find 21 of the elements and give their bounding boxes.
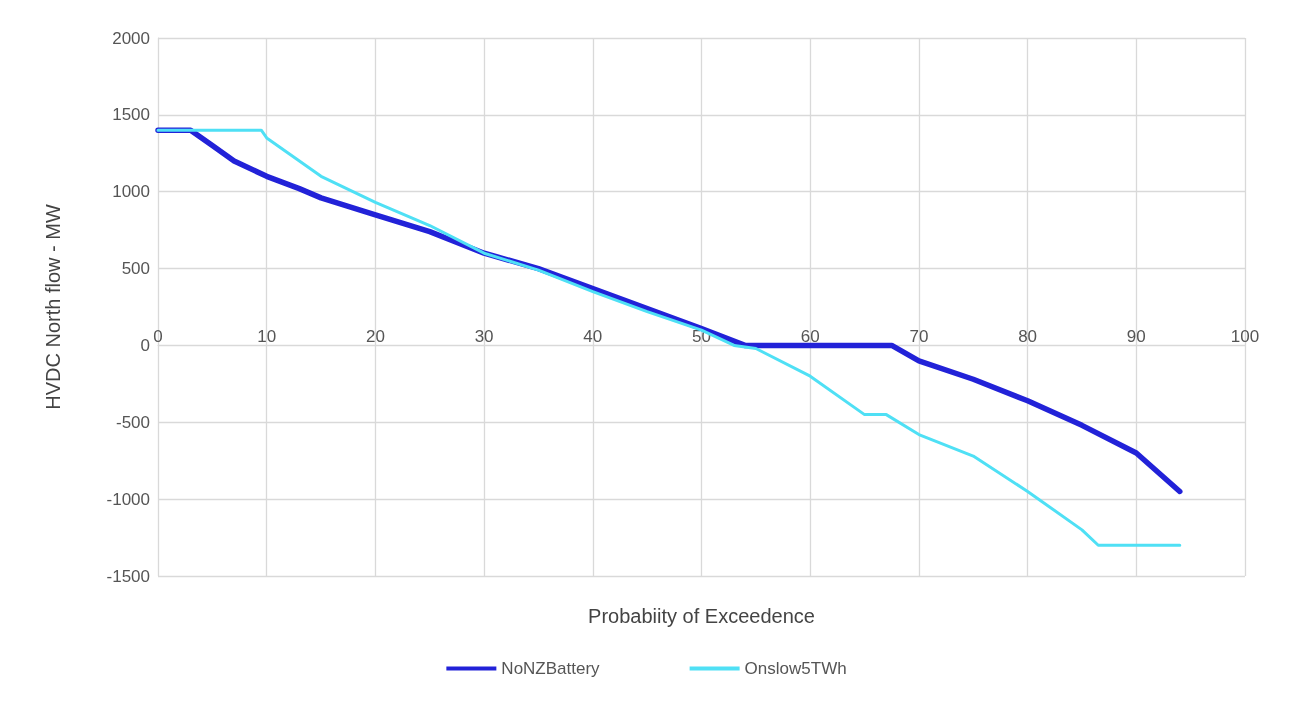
- x-tick-label: 10: [257, 327, 277, 346]
- y-tick-label: -1000: [106, 489, 150, 509]
- y-tick-label: -500: [115, 412, 150, 432]
- legend-label: NoNZBattery: [501, 659, 601, 678]
- x-tick-label: 30: [474, 327, 494, 346]
- x-tick-label: 80: [1018, 327, 1038, 346]
- y-tick-label: -1500: [106, 566, 150, 586]
- legend-label: Onslow5TWh: [744, 659, 847, 678]
- y-tick-label: 1000: [112, 182, 150, 202]
- x-tick-label: 60: [800, 327, 820, 346]
- x-axis-title: Probabiity of Exceedence: [588, 605, 815, 627]
- x-tick-label: 70: [909, 327, 929, 346]
- y-tick-label: 2000: [112, 28, 150, 48]
- x-tick-label: 100: [1230, 327, 1260, 346]
- y-tick-label: 1500: [112, 105, 150, 125]
- x-tick-label: 40: [583, 327, 603, 346]
- y-axis-title: HVDC North flow - MW: [42, 204, 64, 410]
- x-tick-label: 90: [1126, 327, 1146, 346]
- x-tick-label: 20: [365, 327, 385, 346]
- x-tick-label: 0: [153, 327, 163, 346]
- y-tick-label: 500: [121, 259, 150, 279]
